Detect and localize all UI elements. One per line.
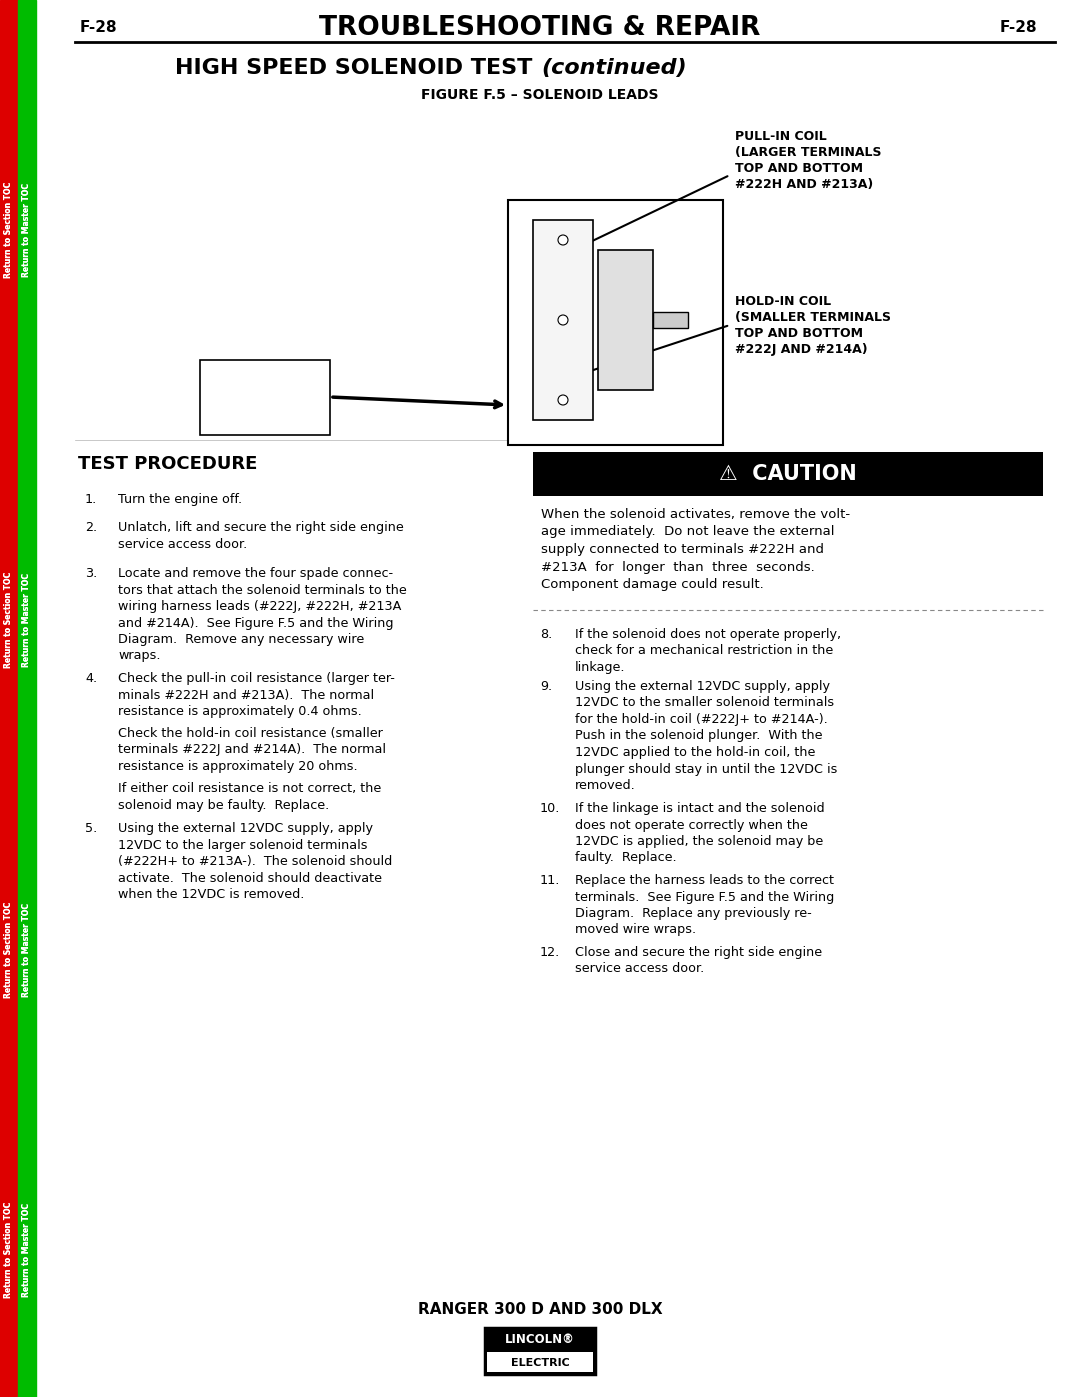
Text: Return to Master TOC: Return to Master TOC: [23, 573, 31, 666]
Text: 5.: 5.: [85, 821, 97, 835]
Text: Locate and remove the four spade connec-
tors that attach the solenoid terminals: Locate and remove the four spade connec-…: [118, 567, 407, 662]
Text: Return to Master TOC: Return to Master TOC: [23, 573, 31, 666]
Text: Using the external 12VDC supply, apply
12VDC to the larger solenoid terminals
(#: Using the external 12VDC supply, apply 1…: [118, 821, 392, 901]
Text: Return to Section TOC: Return to Section TOC: [4, 902, 14, 997]
Text: When the solenoid activates, remove the volt-
age immediately.  Do not leave the: When the solenoid activates, remove the …: [541, 509, 850, 591]
Bar: [485, 1329, 595, 1375]
Bar: [653, 312, 688, 328]
Bar: [534, 453, 1043, 496]
Circle shape: [558, 395, 568, 405]
Bar: [598, 250, 653, 390]
Bar: [534, 219, 593, 420]
Text: 9.: 9.: [540, 680, 552, 693]
Text: Return to Section TOC: Return to Section TOC: [4, 902, 14, 997]
Text: TEST PROCEDURE: TEST PROCEDURE: [78, 455, 257, 474]
Text: (continued): (continued): [541, 59, 687, 78]
Text: Replace the harness leads to the correct
terminals.  See Figure F.5 and the Wiri: Replace the harness leads to the correct…: [575, 875, 834, 936]
Text: Return to Section TOC: Return to Section TOC: [4, 571, 14, 668]
Text: 11.: 11.: [540, 875, 561, 887]
Text: F-28: F-28: [80, 21, 118, 35]
Bar: [200, 360, 330, 434]
Text: Unlatch, lift and secure the right side engine
service access door.: Unlatch, lift and secure the right side …: [118, 521, 404, 550]
Text: F-28: F-28: [1000, 21, 1038, 35]
Text: Return to Master TOC: Return to Master TOC: [23, 902, 31, 997]
Bar: [0, 0, 18, 1397]
Text: 4.: 4.: [85, 672, 97, 685]
Text: TROUBLESHOOTING & REPAIR: TROUBLESHOOTING & REPAIR: [320, 15, 760, 41]
Text: If the linkage is intact and the solenoid
does not operate correctly when the
12: If the linkage is intact and the solenoi…: [575, 802, 825, 865]
Text: HIGH SPEED SOLENOID TEST: HIGH SPEED SOLENOID TEST: [175, 59, 540, 78]
Bar: [508, 200, 723, 446]
Circle shape: [558, 235, 568, 244]
Bar: [487, 1352, 593, 1372]
Text: Return to Section TOC: Return to Section TOC: [4, 1201, 14, 1298]
Text: Return to Master TOC: Return to Master TOC: [23, 902, 31, 997]
Text: 3.: 3.: [85, 567, 97, 580]
Text: If either coil resistance is not correct, the
solenoid may be faulty.  Replace.: If either coil resistance is not correct…: [118, 782, 381, 812]
Text: Return to Section TOC: Return to Section TOC: [4, 182, 14, 278]
Text: Check the pull-in coil resistance (larger ter-
minals #222H and #213A).  The nor: Check the pull-in coil resistance (large…: [118, 672, 395, 718]
Text: Return to Section TOC: Return to Section TOC: [4, 571, 14, 668]
Text: PULL-IN COIL
(LARGER TERMINALS
TOP AND BOTTOM
#222H AND #213A): PULL-IN COIL (LARGER TERMINALS TOP AND B…: [735, 130, 881, 191]
Text: RANGER 300 D AND 300 DLX: RANGER 300 D AND 300 DLX: [418, 1302, 662, 1317]
Text: 1.: 1.: [85, 493, 97, 506]
Text: 12.: 12.: [540, 946, 561, 958]
Text: Return to Master TOC: Return to Master TOC: [23, 183, 31, 277]
Text: 10.: 10.: [540, 802, 561, 814]
Circle shape: [558, 314, 568, 326]
Text: Close and secure the right side engine
service access door.: Close and secure the right side engine s…: [575, 946, 822, 975]
Text: ELECTRIC: ELECTRIC: [511, 1358, 569, 1368]
Bar: [18, 0, 36, 1397]
Text: HOLD-IN COIL
(SMALLER TERMINALS
TOP AND BOTTOM
#222J AND #214A): HOLD-IN COIL (SMALLER TERMINALS TOP AND …: [735, 295, 891, 356]
Text: Return to Master TOC: Return to Master TOC: [23, 1203, 31, 1296]
Text: FIGURE F.5 – SOLENOID LEADS: FIGURE F.5 – SOLENOID LEADS: [421, 88, 659, 102]
Text: LINCOLN®: LINCOLN®: [505, 1333, 575, 1347]
Text: Return to Master TOC: Return to Master TOC: [23, 183, 31, 277]
Text: Check the hold-in coil resistance (smaller
terminals #222J and #214A).  The norm: Check the hold-in coil resistance (small…: [118, 726, 386, 773]
Text: ⚠  CAUTION: ⚠ CAUTION: [719, 464, 856, 483]
Text: Return to Section TOC: Return to Section TOC: [4, 1201, 14, 1298]
Text: Using the external 12VDC supply, apply
12VDC to the smaller solenoid terminals
f: Using the external 12VDC supply, apply 1…: [575, 680, 837, 792]
Text: If the solenoid does not operate properly,
check for a mechanical restriction in: If the solenoid does not operate properl…: [575, 629, 841, 673]
Text: 8.: 8.: [540, 629, 552, 641]
Text: 2.: 2.: [85, 521, 97, 534]
Text: Return to Master TOC: Return to Master TOC: [23, 1203, 31, 1296]
Text: Return to Section TOC: Return to Section TOC: [4, 182, 14, 278]
Text: Turn the engine off.: Turn the engine off.: [118, 493, 242, 506]
